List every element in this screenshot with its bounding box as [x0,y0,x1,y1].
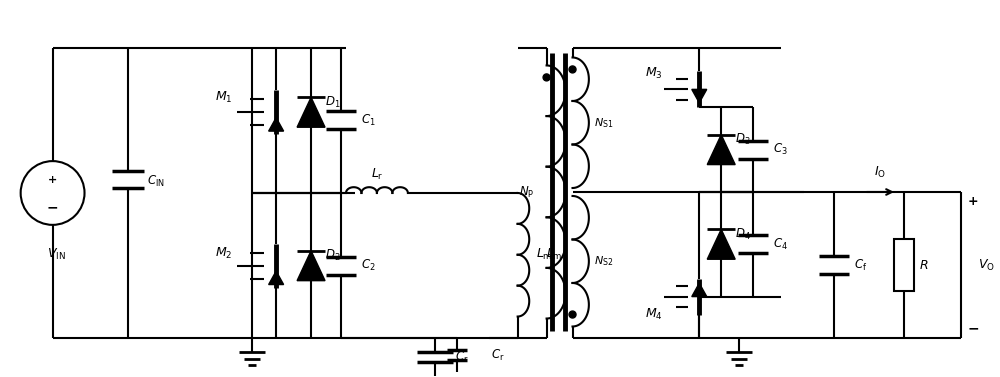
Polygon shape [692,89,707,103]
Text: $D_4$: $D_4$ [735,227,751,242]
Text: $L_{\rm m}$: $L_{\rm m}$ [536,247,553,262]
Text: −: − [47,200,58,214]
Text: $C_4$: $C_4$ [773,237,788,252]
Polygon shape [269,271,284,285]
Text: $C_{\rm IN}$: $C_{\rm IN}$ [147,173,165,188]
Text: $N_{\rm P}$: $N_{\rm P}$ [519,184,535,199]
Circle shape [543,74,550,81]
Text: +: + [968,195,978,208]
Text: $N_{\rm S1}$: $N_{\rm S1}$ [594,116,614,130]
Text: $C_{\rm f}$: $C_{\rm f}$ [854,257,867,273]
Text: $N_{\rm S2}$: $N_{\rm S2}$ [594,254,614,268]
Text: +: + [48,175,57,185]
Text: $V_{\rm O}$: $V_{\rm O}$ [978,257,995,273]
Circle shape [569,66,576,73]
Text: $C_3$: $C_3$ [773,142,788,157]
Text: $C_2$: $C_2$ [361,258,376,273]
Text: $M_1$: $M_1$ [215,90,232,105]
Circle shape [569,311,576,318]
Polygon shape [707,135,735,165]
Polygon shape [707,229,735,259]
Text: $C_{\rm r}$: $C_{\rm r}$ [455,350,468,365]
Polygon shape [692,283,707,297]
Polygon shape [297,251,325,280]
Text: $M_2$: $M_2$ [215,246,232,261]
Text: −: − [968,322,979,336]
Text: $I_{\rm O}$: $I_{\rm O}$ [874,165,886,180]
Polygon shape [297,97,325,127]
Text: $D_2$: $D_2$ [325,248,341,263]
Text: $D_3$: $D_3$ [735,132,751,147]
Polygon shape [269,118,284,131]
Text: $C_{\rm r}$: $C_{\rm r}$ [491,348,504,363]
Text: $V_{\rm IN}$: $V_{\rm IN}$ [47,247,66,262]
Text: $R$: $R$ [919,259,928,272]
Text: $C_1$: $C_1$ [361,113,376,128]
Text: $M_3$: $M_3$ [645,66,662,81]
Text: $L_{\rm r}$: $L_{\rm r}$ [371,167,383,182]
Bar [894,239,914,291]
Text: $D_1$: $D_1$ [325,95,341,110]
Text: $L_{\rm m}$: $L_{\rm m}$ [546,247,562,262]
Text: $M_4$: $M_4$ [645,307,662,322]
